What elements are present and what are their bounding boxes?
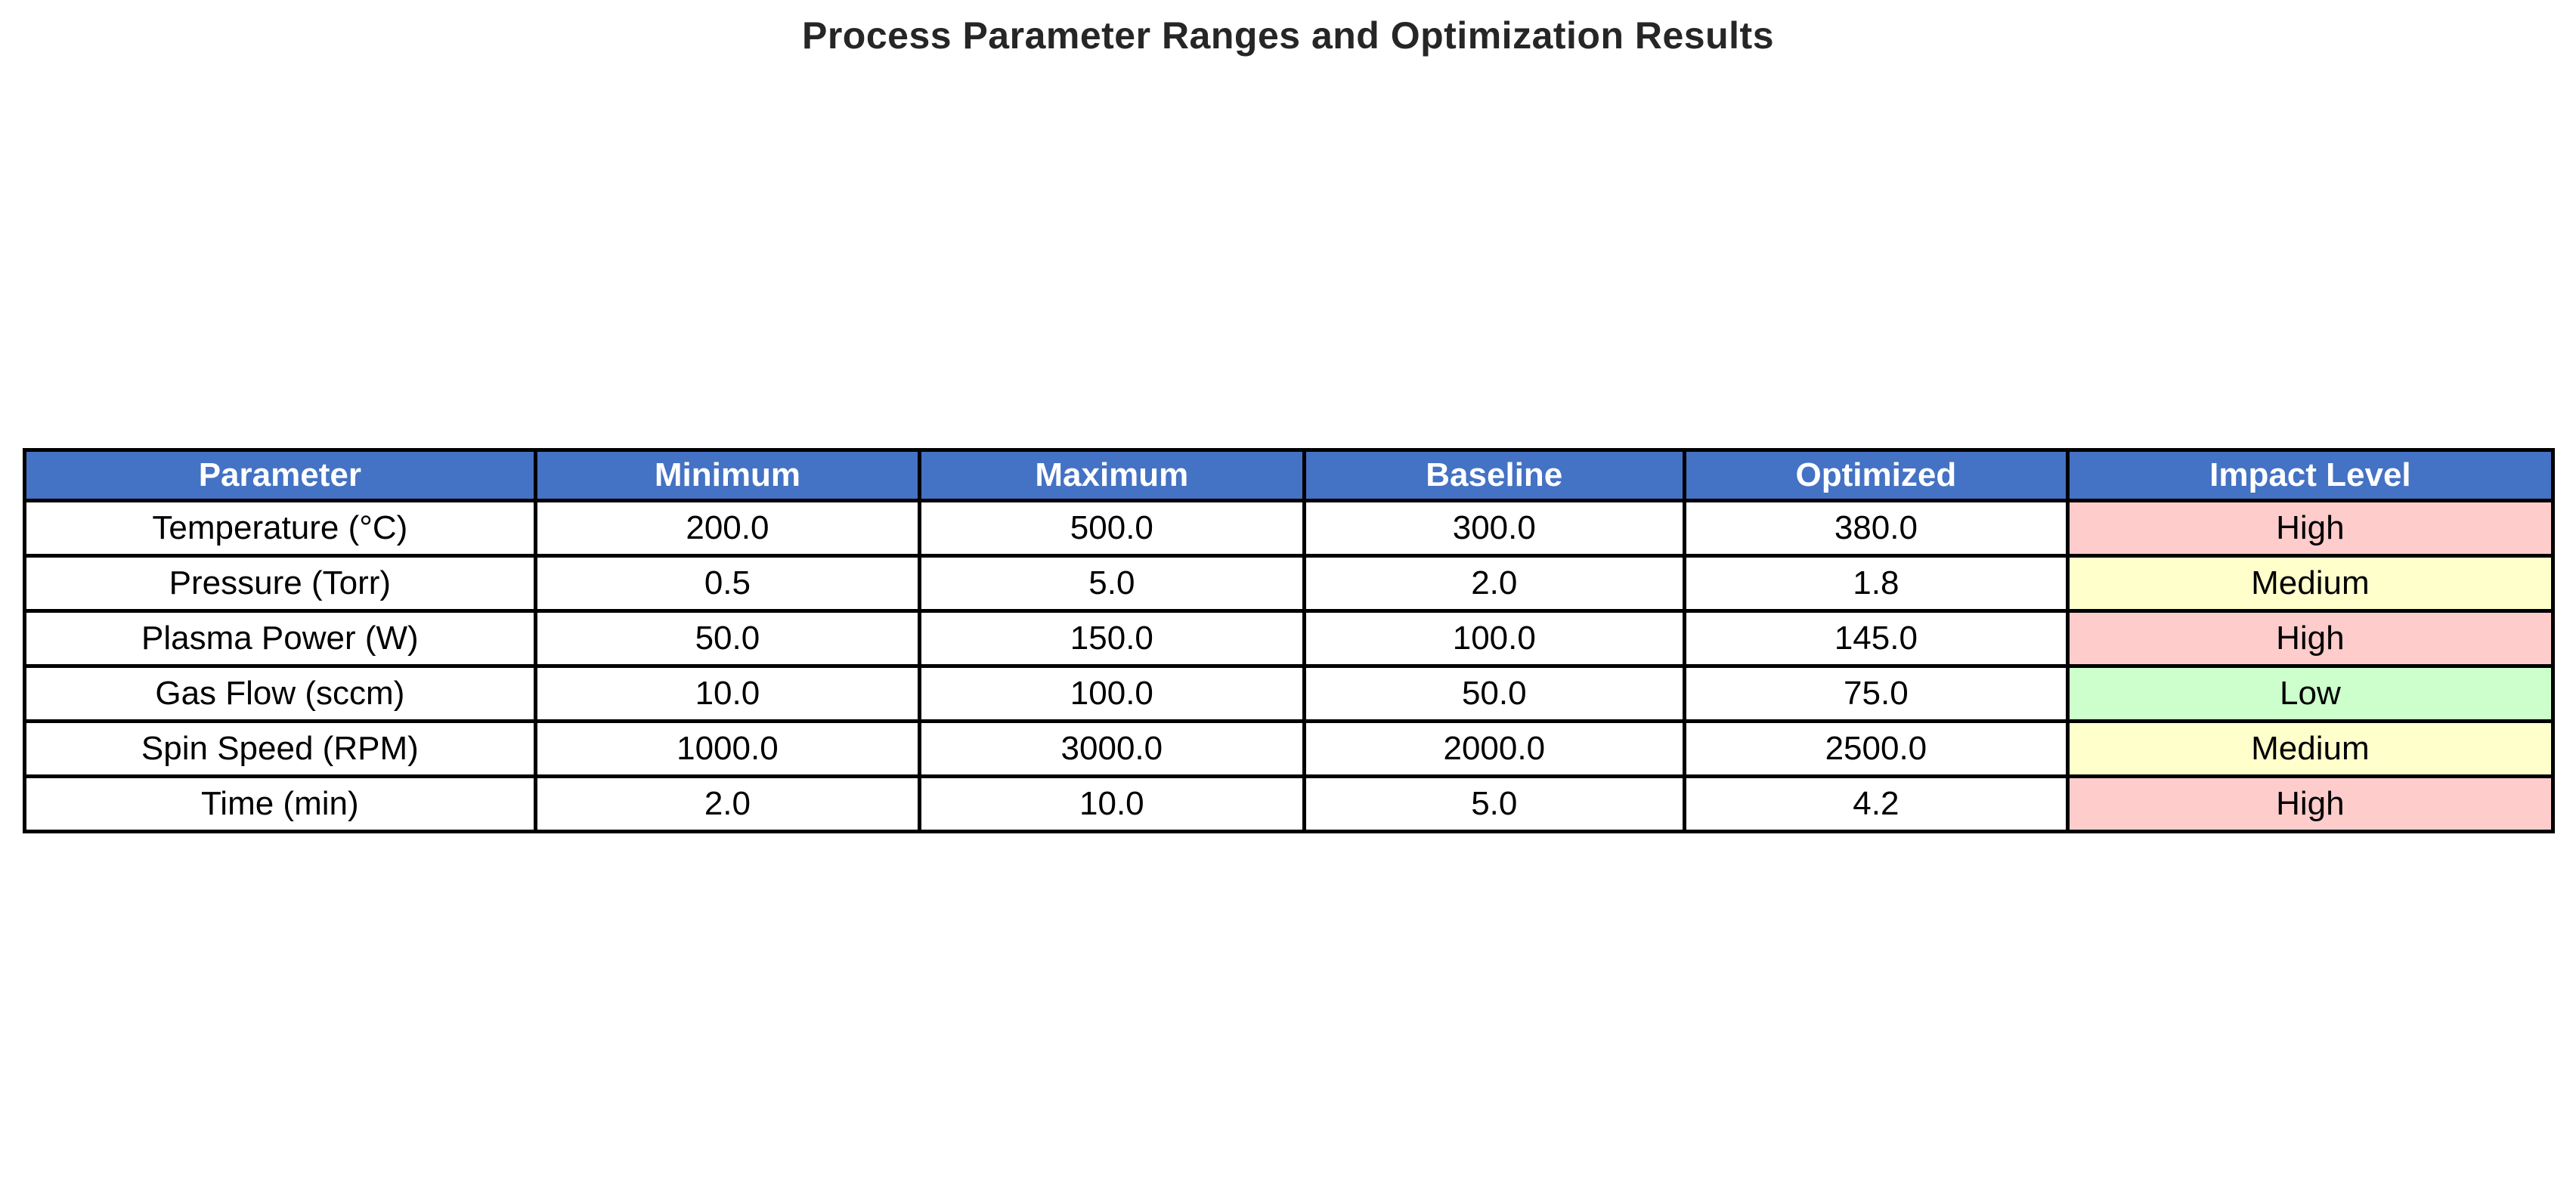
process-parameter-table: Parameter Minimum Maximum Baseline Optimized…	[23, 448, 2556, 833]
impact-level-cell: Medium	[2065, 719, 2556, 778]
impact-level-cell: High	[2065, 609, 2556, 668]
baseline-cell: 5.0	[1302, 774, 1686, 833]
table-row-plasma-power-w: Plasma Power (W) 50.0 150.0 100.0 145.0 High	[23, 609, 2556, 668]
maximum-cell: 5.0	[918, 554, 1306, 613]
minimum-cell: 2.0	[533, 774, 922, 833]
minimum-cell: 1000.0	[533, 719, 922, 778]
column-header-baseline: Baseline	[1302, 448, 1686, 502]
parameter-cell: Plasma Power (W)	[23, 609, 537, 668]
optimized-cell: 2500.0	[1682, 719, 2070, 778]
impact-level-cell: High	[2065, 774, 2556, 833]
column-header-impact-level: Impact Level	[2065, 448, 2556, 502]
baseline-cell: 100.0	[1302, 609, 1686, 668]
table-head: Parameter Minimum Maximum Baseline Optimized…	[23, 448, 2556, 502]
table-row-gas-flow-sccm: Gas Flow (sccm) 10.0 100.0 50.0 75.0 Low	[23, 664, 2556, 723]
maximum-cell: 100.0	[918, 664, 1306, 723]
baseline-cell: 2.0	[1302, 554, 1686, 613]
minimum-cell: 200.0	[533, 499, 922, 558]
optimized-cell: 145.0	[1682, 609, 2070, 668]
minimum-cell: 0.5	[533, 554, 922, 613]
figure-title: Process Parameter Ranges and Optimizatio…	[801, 14, 1775, 57]
maximum-cell: 500.0	[918, 499, 1306, 558]
column-header-maximum: Maximum	[918, 448, 1306, 502]
table-row-time-min: Time (min) 2.0 10.0 5.0 4.2 High	[23, 774, 2556, 833]
parameter-cell: Time (min)	[23, 774, 537, 833]
maximum-cell: 150.0	[918, 609, 1306, 668]
impact-level-cell: High	[2065, 499, 2556, 558]
parameter-cell: Pressure (Torr)	[23, 554, 537, 613]
optimized-cell: 4.2	[1682, 774, 2070, 833]
table-header-row: Parameter Minimum Maximum Baseline Optimized…	[23, 448, 2556, 502]
minimum-cell: 50.0	[533, 609, 922, 668]
minimum-cell: 10.0	[533, 664, 922, 723]
column-header-minimum: Minimum	[533, 448, 922, 502]
table-row-temperature-c: Temperature (°C) 200.0 500.0 300.0 380.0 High	[23, 499, 2556, 558]
parameter-cell: Temperature (°C)	[23, 499, 537, 558]
table-row-pressure-torr: Pressure (Torr) 0.5 5.0 2.0 1.8 Medium	[23, 554, 2556, 613]
baseline-cell: 2000.0	[1302, 719, 1686, 778]
impact-level-cell: Low	[2065, 664, 2556, 723]
baseline-cell: 50.0	[1302, 664, 1686, 723]
maximum-cell: 10.0	[918, 774, 1306, 833]
parameter-cell: Gas Flow (sccm)	[23, 664, 537, 723]
column-header-parameter: Parameter	[23, 448, 537, 502]
parameter-cell: Spin Speed (RPM)	[23, 719, 537, 778]
table-body: Temperature (°C) 200.0 500.0 300.0 380.0 High…	[23, 499, 2556, 833]
baseline-cell: 300.0	[1302, 499, 1686, 558]
maximum-cell: 3000.0	[918, 719, 1306, 778]
optimized-cell: 1.8	[1682, 554, 2070, 613]
optimized-cell: 380.0	[1682, 499, 2070, 558]
impact-level-cell: Medium	[2065, 554, 2556, 613]
column-header-optimized: Optimized	[1682, 448, 2070, 502]
table-row-spin-speed-rpm: Spin Speed (RPM) 1000.0 3000.0 2000.0 2500.0…	[23, 719, 2556, 778]
optimized-cell: 75.0	[1682, 664, 2070, 723]
